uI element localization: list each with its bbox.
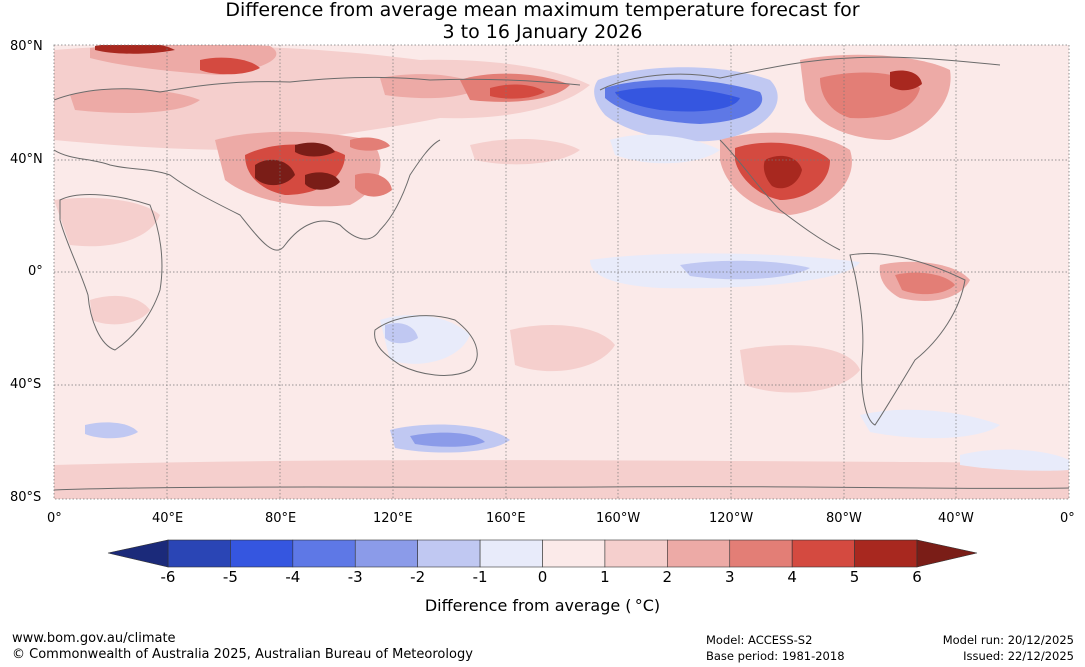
colorbar-tick-label: -6 [160,568,176,586]
colorbar-tick-label: 2 [662,568,673,586]
region-mongolia-very-hot [295,142,335,157]
region-south-atlantic-cool [85,422,138,439]
colorbar-bin [230,539,294,568]
footer-base-period: Base period: 1981-2018 [706,649,845,663]
coast-south-america [849,253,966,426]
footer-model: Model: ACCESS-S2 [706,633,813,647]
region-weddell-cool [960,449,1069,471]
colorbar-bin [354,539,418,568]
colorbar-tick-label: 3 [724,568,735,586]
lon-label-120w: 120°W [709,511,754,526]
region-usa-very-hot [763,155,802,189]
region-north-africa-warm [54,197,160,247]
region-equatorial-pacific-cold [680,260,810,280]
region-north-china-warm [350,137,390,151]
graticule [54,45,1069,499]
colorbar-bin [854,539,918,568]
lon-label-160e: 160°E [486,511,526,526]
colorbar-overflow-triangle [916,539,978,568]
lat-label-40s: 40°S [10,377,42,392]
footer-issued: Issued: 22/12/2025 [963,649,1074,663]
region-north-pacific-warm [470,138,580,165]
lat-label-80n: 80°N [10,39,43,54]
region-southern-africa-warm [90,295,150,325]
region-gulf-alaska-cool [610,134,720,164]
region-europe-warm [70,88,200,113]
lat-label-80s: 80°S [10,490,42,505]
lon-label-0-right: 0° [1060,511,1075,526]
region-antarctica-warm [54,460,1069,499]
lat-label-equator: 0° [28,264,43,279]
region-south-atlantic-cool-2 [860,409,1000,439]
footer-website: www.bom.gov.au/climate [12,631,176,646]
region-central-siberia-warm [380,74,480,99]
lon-label-120e: 120°E [373,511,413,526]
colorbar-tick-label: 5 [849,568,860,586]
map-title-line-2: 3 to 16 January 2026 [442,21,643,43]
colorbar-bin [542,539,606,568]
lon-label-160w: 160°W [596,511,641,526]
coast-north-america [599,56,1001,251]
lon-label-40e: 40°E [152,511,184,526]
colorbar-tick-label: 0 [537,568,548,586]
region-amazon-hot [895,272,955,295]
region-southern-ocean-cold [410,432,485,447]
region-east-siberia-hot [490,84,545,99]
region-alaska-very-cold [615,87,740,112]
coast-africa [59,194,163,351]
colorbar-bin [791,539,855,568]
footer-model-run: Model run: 20/12/2025 [942,633,1074,647]
colorbar-tick-label: -1 [472,568,488,586]
colorbar-tick-label: -2 [410,568,426,586]
coast-eurasia-north [54,76,581,101]
colorbar-bin [604,539,668,568]
region-labrador-very-hot [890,70,922,91]
lon-label-40w: 40°W [938,511,974,526]
region-tibet-very-hot-1 [255,159,295,186]
colorbar-tick-label: -3 [347,568,363,586]
region-south-china-warm [355,173,392,197]
lon-label-80w: 80°W [826,511,862,526]
colorbar-underflow-triangle [107,539,169,568]
colorbar-bin [417,539,481,568]
coastlines [54,56,1069,491]
region-australia-cold [385,323,418,344]
colorbar-bin [479,539,543,568]
lon-label-80e: 80°E [265,511,297,526]
colorbar-label: Difference from average ( °C) [424,596,661,615]
coast-australia [374,315,478,376]
region-arctic-hot [95,45,175,54]
colorbar-tick-label: -5 [222,568,238,586]
anomaly-regions [54,45,1069,499]
colorbar-bin [667,539,731,568]
coast-eurasia-south [54,139,441,251]
colorbar-tick-label: 1 [600,568,610,586]
colorbar-tick-label: 4 [787,568,797,586]
region-west-siberia-hot [200,57,260,75]
region-south-pacific-warm [510,325,615,372]
colorbar-tick-label: 6 [912,568,922,586]
footer-copyright: © Commonwealth of Australia 2025, Austra… [12,647,473,662]
region-tibet-very-hot-2 [305,172,340,190]
map-title-line-1: Difference from average mean maximum tem… [225,0,860,21]
temperature-anomaly-map [53,44,1070,500]
lon-label-0-left: 0° [47,511,62,526]
colorbar-tick-label: -4 [285,568,301,586]
map-frame [53,44,1070,500]
colorbar-bin [167,539,231,568]
coast-antarctica [54,486,1069,491]
colorbar-bin [292,539,356,568]
region-southeast-pacific-warm [740,345,860,393]
colorbar-bin [729,539,793,568]
colorbar [107,539,978,568]
lat-label-40n: 40°N [10,152,43,167]
